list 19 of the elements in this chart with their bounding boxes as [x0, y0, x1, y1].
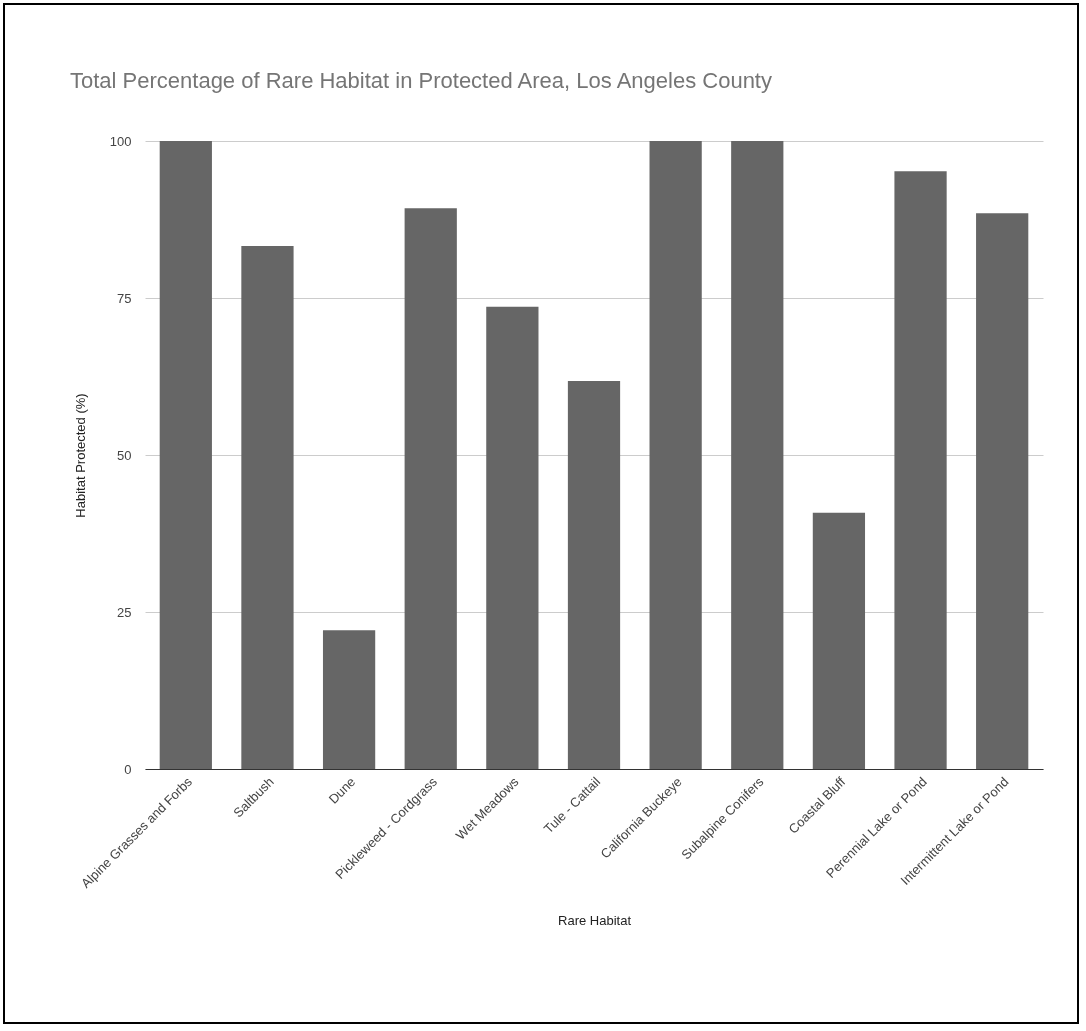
bar — [159, 141, 212, 769]
bar — [322, 630, 376, 769]
y-tick-label: 25 — [117, 604, 132, 620]
bar — [812, 512, 866, 769]
chart-title: Total Percentage of Rare Habitat in Protected Area, Los Angeles County — [70, 68, 772, 93]
x-axis-title: Rare Habitat — [558, 912, 632, 928]
bar — [486, 306, 539, 769]
y-tick-label: 75 — [117, 290, 132, 306]
bar — [976, 213, 1029, 769]
bar — [649, 141, 702, 769]
y-tick-label: 100 — [109, 133, 132, 149]
y-tick-label: 50 — [117, 447, 132, 463]
bar — [404, 208, 457, 769]
bar — [241, 245, 294, 769]
bar — [567, 380, 621, 769]
y-tick-label: 0 — [124, 761, 132, 777]
y-axis-title: Habitat Protected (%) — [72, 393, 88, 518]
bar — [731, 141, 784, 769]
bar — [894, 171, 947, 769]
